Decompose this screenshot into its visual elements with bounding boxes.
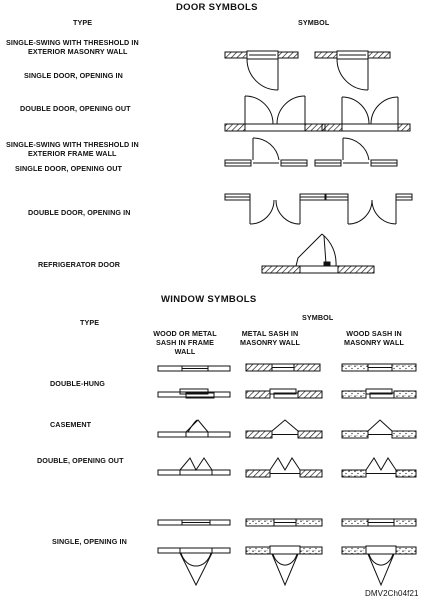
window-label-double-out: DOUBLE, OPENING OUT [37, 456, 124, 465]
window-double-hung-frame-b [157, 388, 231, 399]
col-metal-line1: METAL SASH IN [241, 329, 299, 338]
door-symbols-title: DOOR SYMBOLS [176, 2, 258, 13]
window-casement-frame [157, 419, 231, 438]
col-frame-line2: SASH IN FRAME [155, 338, 214, 347]
window-double-out-metal [245, 457, 323, 478]
window-label-single-in: SINGLE, OPENING IN [52, 537, 127, 546]
window-double-hung-metal-a [245, 363, 321, 372]
door-double-in-right-symbol [325, 193, 413, 225]
window-double-out-frame [157, 457, 231, 476]
door-label-refrigerator: REFRIGERATOR DOOR [38, 260, 121, 269]
door-label-masonry-threshold-2: EXTERIOR MASONRY WALL [28, 47, 128, 56]
door-double-out-right-symbol [321, 96, 411, 132]
col-wood-line2: MASONRY WALL [344, 338, 404, 347]
window-double-hung-frame-a [157, 365, 231, 372]
door-label-masonry-threshold-1: SINGLE-SWING WITH THRESHOLD IN [6, 38, 139, 47]
window-double-hung-wood-b [341, 388, 417, 399]
figure-id: DMV2Ch04f21 [365, 589, 419, 598]
door-label-frame-threshold-2: EXTERIOR FRAME WALL [28, 149, 117, 158]
window-label-double-hung: DOUBLE-HUNG [50, 379, 106, 388]
window-single-in-wood-a [341, 518, 417, 527]
window-single-in-metal-a [245, 518, 323, 527]
door-label-frame-threshold-1: SINGLE-SWING WITH THRESHOLD IN [6, 140, 139, 149]
window-double-hung-metal-b [245, 388, 323, 399]
door-label-double-in: DOUBLE DOOR, OPENING IN [28, 208, 131, 217]
door-refrigerator-symbol [261, 233, 375, 274]
door-frame-threshold-left-symbol [224, 137, 308, 167]
window-casement-wood [341, 419, 417, 439]
door-frame-threshold-right-symbol [314, 137, 398, 167]
door-label-single-out: SINGLE DOOR, OPENING OUT [15, 164, 123, 173]
door-masonry-right-symbol [314, 50, 391, 91]
window-casement-metal [245, 419, 323, 439]
window-label-casement: CASEMENT [50, 420, 92, 429]
door-symbol-header: SYMBOL [298, 18, 330, 27]
window-single-in-wood-b [341, 545, 417, 587]
window-single-in-metal-b [245, 545, 323, 587]
col-wood-line1: WOOD SASH IN [346, 329, 402, 338]
window-double-out-wood [341, 457, 417, 478]
col-frame-line1: WOOD OR METAL [153, 329, 217, 338]
door-type-header: TYPE [73, 18, 93, 27]
window-type-header: TYPE [80, 318, 100, 327]
col-frame-line3: WALL [174, 347, 196, 356]
door-label-double-out: DOUBLE DOOR, OPENING OUT [20, 104, 131, 113]
window-single-in-frame-a [157, 519, 231, 526]
door-masonry-left-symbol [224, 50, 299, 91]
window-single-in-frame-b [157, 547, 231, 587]
door-double-out-left-symbol [224, 95, 326, 132]
col-metal-line2: MASONRY WALL [240, 338, 300, 347]
door-label-single-in: SINGLE DOOR, OPENING IN [24, 71, 123, 80]
window-symbols-title: WINDOW SYMBOLS [161, 294, 257, 305]
door-double-in-left-symbol [224, 193, 326, 225]
window-symbol-header: SYMBOL [302, 313, 334, 322]
window-double-hung-wood-a [341, 363, 417, 372]
